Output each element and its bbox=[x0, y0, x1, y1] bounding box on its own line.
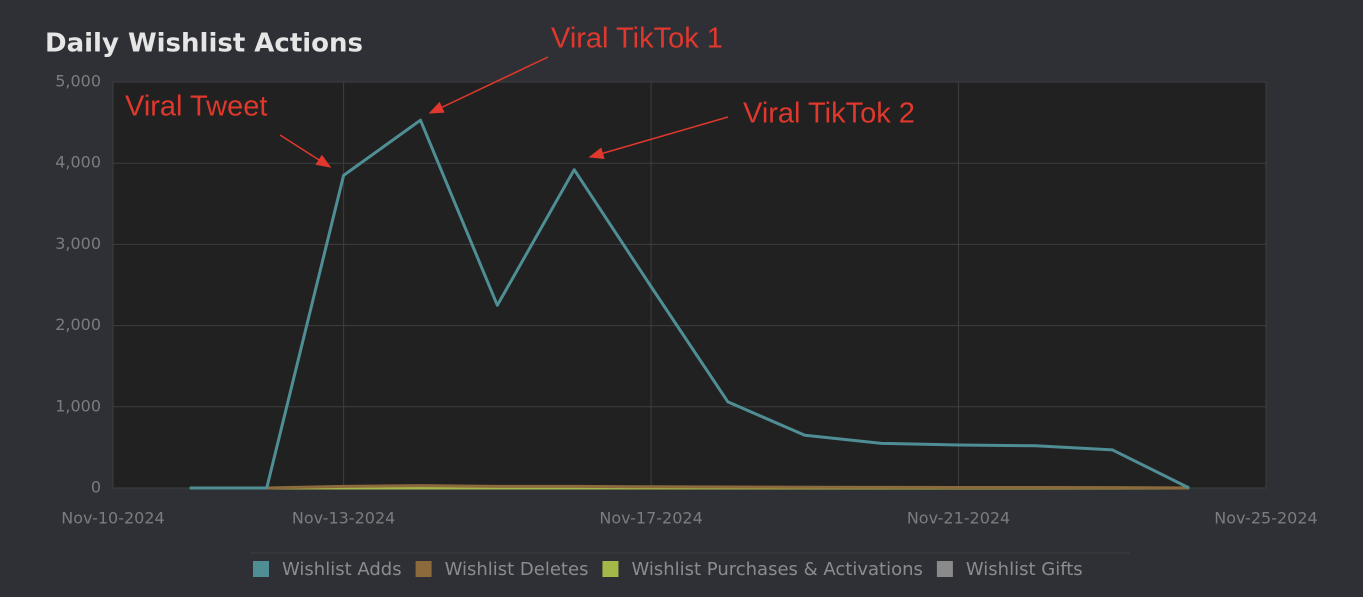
annotation-arrow bbox=[588, 116, 729, 160]
legend-swatch[interactable] bbox=[602, 561, 619, 577]
legend-label[interactable]: Wishlist Gifts bbox=[966, 559, 1083, 580]
y-tick-label: 3,000 bbox=[55, 234, 101, 253]
x-tick-label: Nov-13-2024 bbox=[292, 509, 395, 528]
annotation: Viral TikTok 2 bbox=[743, 98, 915, 130]
y-tick-label: 2,000 bbox=[55, 315, 101, 334]
annotation-arrow bbox=[279, 134, 332, 168]
x-tick-label: Nov-10-2024 bbox=[61, 509, 164, 528]
grid: 0 1,000 2,000 3,000 4,000 5,000 Nov-10-2024 Nov… bbox=[55, 72, 1318, 528]
annotation-arrow bbox=[428, 56, 549, 114]
y-tick-label: 1,000 bbox=[55, 396, 101, 415]
legend-swatch[interactable] bbox=[936, 561, 953, 577]
y-tick-label: 4,000 bbox=[55, 153, 101, 172]
chart-title: Daily Wishlist Actions bbox=[45, 29, 363, 59]
legend-swatch[interactable] bbox=[415, 561, 432, 577]
annotation: Viral TikTok 1 bbox=[551, 23, 723, 55]
y-tick-label: 0 bbox=[91, 478, 101, 497]
legend-label[interactable]: Wishlist Adds bbox=[282, 559, 402, 580]
annotation: Viral Tweet bbox=[125, 91, 267, 123]
y-tick-label: 5,000 bbox=[55, 72, 101, 91]
plot-area bbox=[112, 81, 1267, 489]
x-tick-label: Nov-21-2024 bbox=[907, 509, 1010, 528]
series-line bbox=[189, 484, 1190, 490]
lines bbox=[189, 118, 1190, 490]
legend-label[interactable]: Wishlist Purchases & Activations bbox=[631, 559, 922, 580]
legend: Wishlist Adds Wishlist Deletes Wishlist Pu… bbox=[253, 559, 1083, 580]
x-tick-label: Nov-17-2024 bbox=[599, 509, 702, 528]
x-tick-label: Nov-25-2024 bbox=[1214, 509, 1317, 528]
legend-label[interactable]: Wishlist Deletes bbox=[445, 559, 589, 580]
series-line bbox=[189, 118, 1190, 490]
legend-swatch[interactable] bbox=[253, 561, 269, 577]
